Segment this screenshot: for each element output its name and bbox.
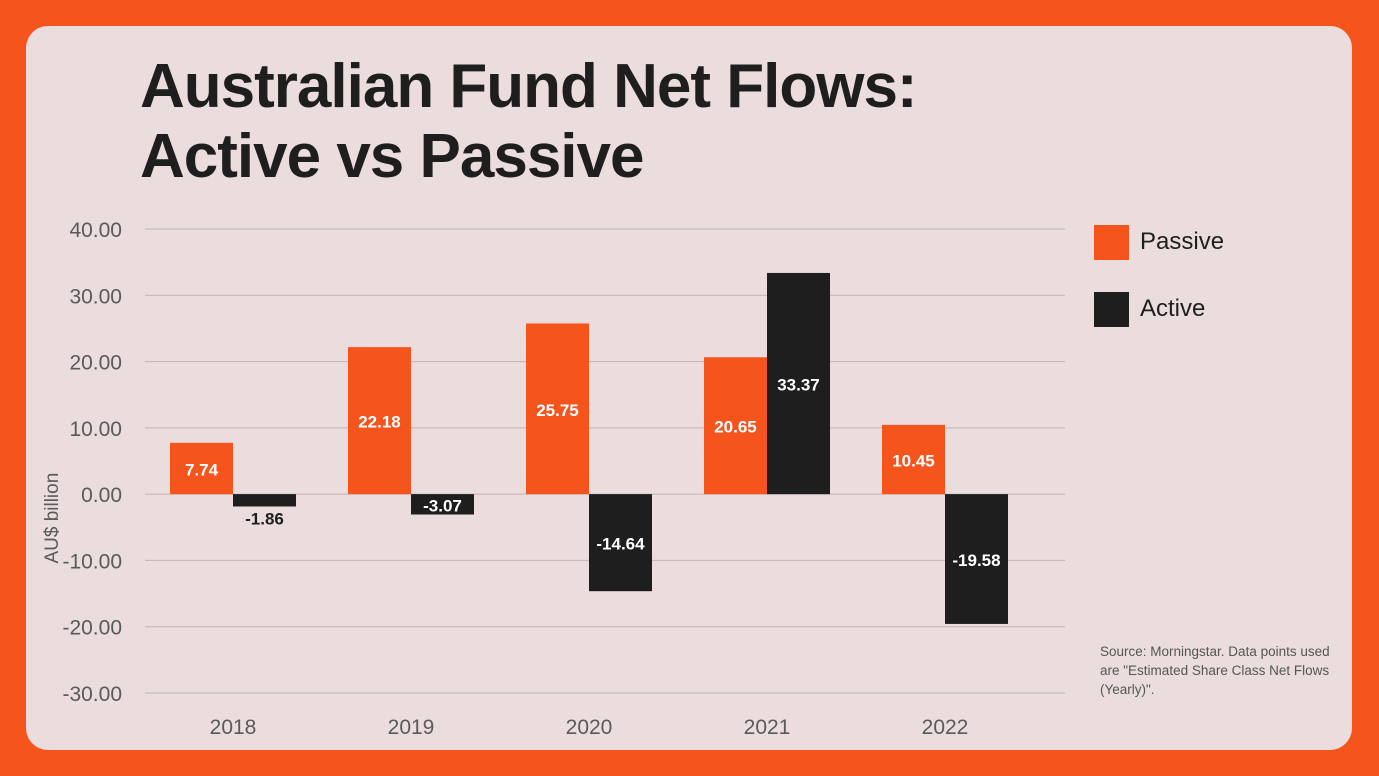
x-tick-label-2018: 2018 (210, 716, 257, 739)
y-tick-label: 30.00 (69, 285, 122, 308)
data-label-passive-2020: 25.75 (536, 401, 579, 420)
source-note: Source: Morningstar. Data points used ar… (1100, 644, 1330, 697)
data-label-passive-2018: 7.74 (185, 460, 219, 479)
chart-title-line-2: Active vs Passive (140, 122, 644, 191)
chart-title: Australian Fund Net Flows: Active vs Pas… (140, 52, 918, 192)
bar-passive-2018 (170, 442, 233, 495)
chart-title-line-1: Australian Fund Net Flows: (140, 52, 918, 121)
bar-active-2021 (767, 272, 830, 495)
y-tick-label: 10.00 (69, 418, 122, 441)
data-label-active-2022: -19.58 (952, 551, 1000, 570)
bar-active-2020 (589, 494, 652, 592)
legend-label-active: Active (1140, 295, 1206, 322)
y-tick-label: 0.00 (81, 484, 122, 507)
bar-active-2018 (233, 494, 296, 507)
bar-passive-2019 (348, 347, 411, 495)
bar-passive-2020 (526, 323, 589, 495)
x-tick-label-2019: 2019 (388, 716, 435, 739)
x-tick-label-2020: 2020 (566, 716, 613, 739)
bar-passive-2022 (882, 424, 945, 495)
y-tick-label: 40.00 (69, 219, 122, 242)
data-label-passive-2019: 22.18 (358, 413, 401, 432)
bar-active-2022 (945, 494, 1008, 624)
data-label-passive-2022: 10.45 (892, 452, 935, 471)
x-tick-label-2022: 2022 (922, 716, 969, 739)
y-tick-label: -30.00 (62, 683, 122, 706)
data-label-active-2019: -3.07 (423, 496, 462, 515)
legend-label-passive: Passive (1140, 228, 1225, 255)
y-tick-label: -10.00 (62, 550, 122, 573)
data-label-passive-2021: 20.65 (714, 418, 757, 437)
data-label-active-2020: -14.64 (596, 535, 645, 554)
bar-active-2019 (411, 494, 474, 515)
legend-item-passive: Passive (1094, 224, 1224, 260)
y-axis-label: AU$ billion (42, 473, 63, 564)
data-label-active-2021: 33.37 (777, 376, 820, 395)
chart-card (26, 26, 1352, 750)
bar-passive-2021 (704, 357, 767, 495)
legend-swatch-active (1094, 291, 1129, 327)
y-tick-label: 20.00 (69, 352, 122, 375)
legend-item-active: Active (1094, 291, 1205, 327)
y-tick-label: -20.00 (62, 617, 122, 640)
legend-swatch-passive (1094, 224, 1129, 260)
x-tick-label-2021: 2021 (744, 716, 791, 739)
data-label-active-2018: -1.86 (245, 509, 284, 528)
